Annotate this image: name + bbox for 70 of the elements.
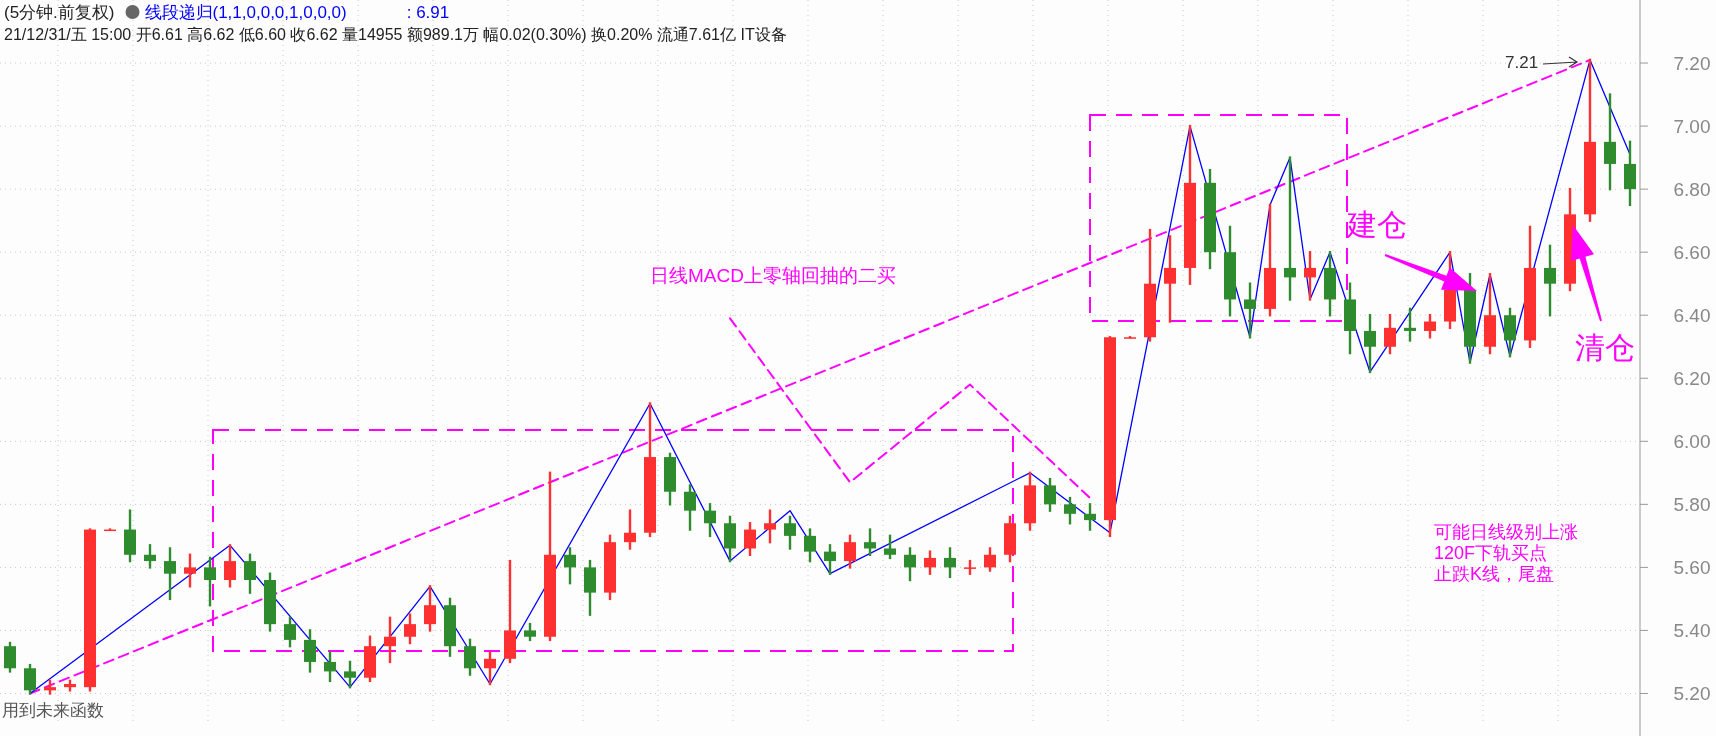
candlestick (764, 509, 776, 544)
annotation: 用到未来函数 (2, 701, 104, 720)
y-tick-label: 7.20 (1673, 53, 1711, 75)
text: 线段递归(1,1,0,0,0,1,0,0,0) (144, 3, 347, 22)
candlestick (1544, 244, 1556, 317)
line-series (729, 317, 1091, 500)
candlestick (1284, 156, 1296, 301)
annotation: : 6.91 (406, 3, 450, 22)
candlestick (824, 544, 836, 575)
candlestick (844, 534, 856, 569)
y-tick-label: 6.80 (1673, 179, 1711, 201)
chart-title: (5分钟.前复权) (4, 3, 115, 22)
annotation: 7.21 (1505, 53, 1539, 72)
candlestick (904, 547, 916, 582)
candlestick (704, 503, 716, 538)
candlestick (204, 556, 216, 607)
candlestick (884, 534, 896, 560)
candlestick (924, 550, 936, 575)
candlestick (944, 547, 956, 579)
annotation: 止跌K线，尾盘 (1434, 564, 1555, 584)
candlestick (1164, 235, 1176, 323)
candlestick (1384, 314, 1396, 355)
candlestick (1604, 93, 1616, 191)
candlestick (1064, 496, 1076, 525)
candlestick (684, 484, 696, 531)
annotation: 120F下轨买点 (1434, 543, 1548, 563)
candlestick (984, 547, 996, 572)
candlestick (1424, 314, 1436, 339)
y-tick-label: 5.20 (1673, 683, 1711, 705)
candlestick (624, 509, 636, 550)
candlestick (244, 553, 256, 594)
y-tick-label: 5.40 (1673, 620, 1711, 642)
y-tick-label: 6.60 (1673, 242, 1711, 264)
y-tick-label: 7.00 (1673, 116, 1711, 138)
annotation: 日线MACD上零轴回抽的二买 (650, 265, 896, 286)
annotation: 建仓 (1346, 208, 1407, 241)
candlestick (1304, 250, 1316, 301)
candlestick (24, 663, 36, 695)
candlestick (1404, 307, 1416, 342)
candlestick (804, 528, 816, 563)
candlestick (384, 616, 396, 664)
candlestick (164, 547, 176, 601)
annotation: 清仓 (1575, 331, 1635, 364)
candlestick (184, 553, 196, 588)
candlestick (744, 522, 756, 556)
candlestick (404, 613, 416, 645)
y-tick-label: 6.20 (1673, 368, 1711, 390)
annotation: 可能日线级别上涨 (1434, 522, 1578, 542)
y-tick-label: 5.80 (1673, 494, 1711, 516)
candlestick (564, 547, 576, 585)
candlestick (144, 544, 156, 569)
candlestick (344, 660, 356, 689)
y-tick-label: 6.00 (1673, 431, 1711, 453)
candlestick (1364, 314, 1376, 374)
candlestick (4, 641, 16, 673)
candlestick (864, 528, 876, 556)
candlestick (1044, 477, 1056, 512)
candlestick (424, 585, 436, 632)
candlestick (484, 651, 496, 686)
candlestick (304, 629, 316, 673)
y-tick-label: 5.60 (1673, 557, 1711, 579)
candlestick (1084, 503, 1096, 531)
candlestick (784, 515, 796, 550)
y-tick-label: 6.40 (1673, 305, 1711, 327)
candlestick (464, 638, 476, 676)
candlestick (284, 616, 296, 648)
text: 21/12/31/五 15:00 开6.61 高6.62 低6.60 收6.62 量14955 额989.1万 幅0.02(0.30%) 换0.20% 流通7.61亿 IT设备 (4, 26, 787, 43)
candlestick (324, 651, 336, 683)
candlestick (224, 544, 236, 588)
candlestick (1244, 282, 1256, 339)
